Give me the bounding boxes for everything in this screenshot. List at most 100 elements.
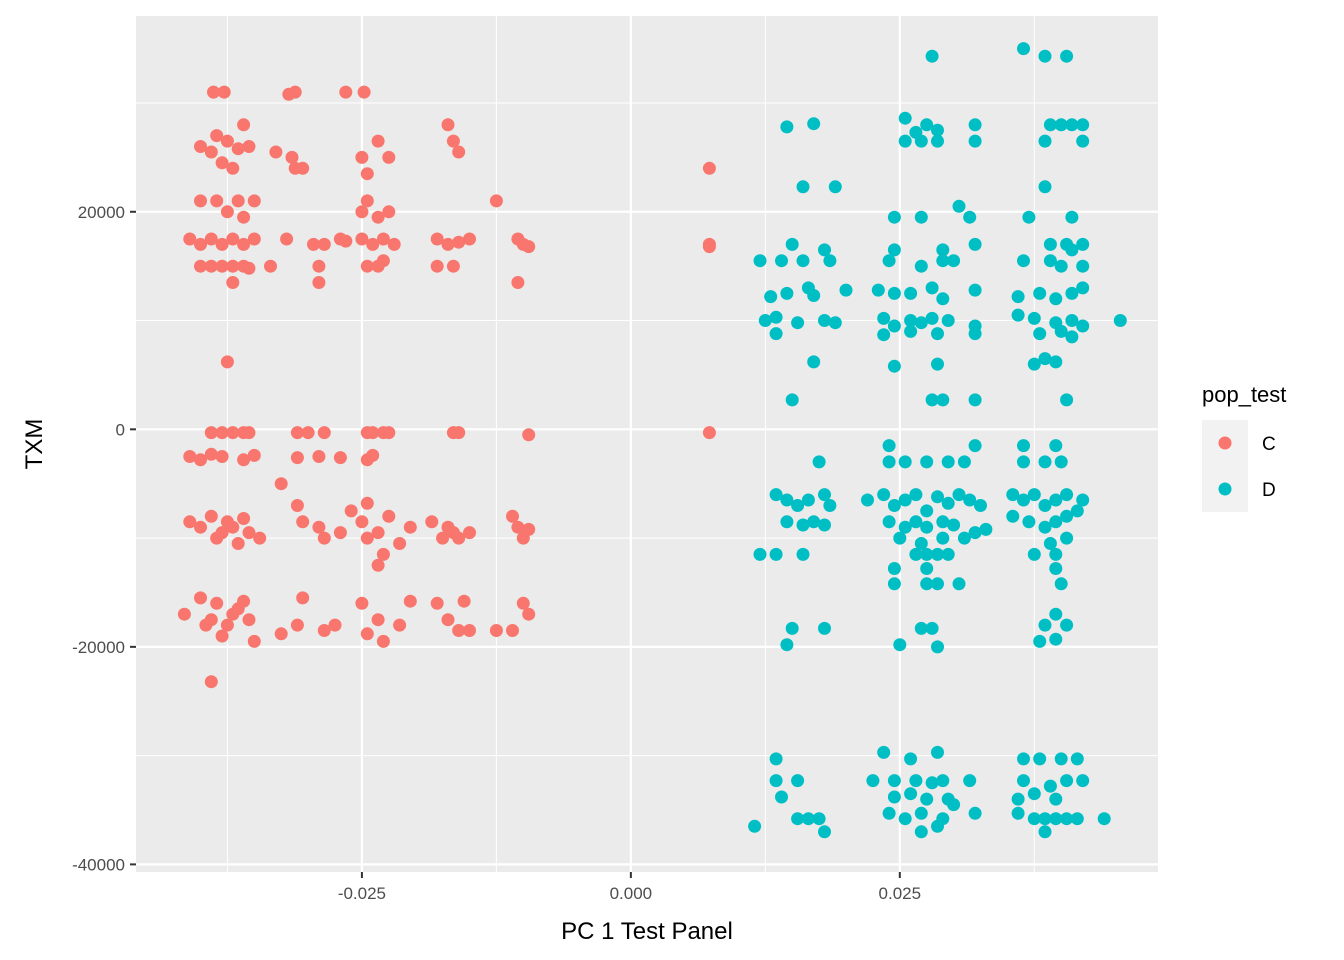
data-point-d	[936, 515, 950, 529]
data-point-d	[1060, 393, 1074, 407]
data-point-c	[489, 194, 503, 208]
data-point-c	[317, 237, 331, 251]
data-point-d	[904, 286, 918, 300]
data-point-d	[898, 134, 912, 148]
data-point-c	[360, 167, 374, 181]
y-axis: -40000 -20000 0 20000	[72, 203, 136, 874]
data-point-c	[430, 259, 444, 273]
data-point-d	[801, 812, 815, 826]
data-point-d	[1038, 134, 1052, 148]
data-point-c	[376, 547, 390, 561]
data-point-d	[780, 515, 794, 529]
data-point-d	[775, 254, 788, 268]
data-point-d	[925, 311, 939, 325]
data-point-c	[237, 594, 251, 608]
data-point-c	[226, 232, 240, 246]
data-point-d	[909, 515, 923, 529]
data-point-c	[207, 85, 220, 99]
data-point-d	[882, 455, 896, 469]
data-point-d	[931, 490, 944, 504]
data-point-c	[242, 426, 256, 440]
data-point-d	[914, 316, 928, 330]
data-point-d	[1049, 439, 1063, 453]
data-point-d	[807, 117, 821, 131]
data-point-d	[887, 319, 901, 333]
data-point-d	[968, 237, 982, 251]
data-point-d	[898, 812, 912, 826]
data-point-c	[333, 526, 347, 540]
data-point-d	[968, 806, 982, 820]
data-point-c	[382, 426, 396, 440]
data-point-d	[1060, 49, 1074, 63]
data-point-d	[914, 134, 928, 148]
data-point-c	[371, 558, 385, 572]
data-point-c	[204, 613, 218, 627]
data-point-d	[1049, 515, 1063, 529]
data-point-c	[210, 194, 224, 208]
data-point-d	[769, 488, 783, 502]
data-point-d	[882, 439, 896, 453]
data-point-d	[1017, 254, 1030, 268]
data-point-c	[317, 531, 331, 545]
data-point-c	[376, 254, 390, 268]
data-point-c	[452, 624, 466, 637]
data-point-d	[748, 819, 762, 833]
data-point-d	[1022, 515, 1036, 529]
data-point-c	[220, 618, 234, 632]
data-point-d	[882, 515, 896, 529]
data-point-c	[452, 235, 466, 249]
data-point-d	[780, 638, 794, 652]
data-point-d	[931, 577, 944, 591]
data-point-c	[226, 259, 240, 273]
data-point-d	[1076, 493, 1090, 507]
data-point-d	[769, 774, 783, 788]
data-point-d	[769, 752, 783, 766]
data-point-c	[269, 145, 283, 159]
data-point-d	[769, 327, 783, 341]
data-point-c	[237, 512, 251, 525]
data-point-d	[1076, 118, 1090, 132]
data-point-d	[1033, 634, 1047, 648]
data-point-d	[1027, 547, 1041, 561]
data-point-c	[215, 526, 229, 540]
data-point-d	[758, 314, 772, 327]
data-point-d	[877, 328, 891, 342]
data-point-d	[1033, 752, 1047, 766]
data-point-d	[861, 493, 874, 507]
data-point-c	[430, 596, 444, 610]
data-point-d	[1113, 314, 1127, 327]
legend-key-c	[1218, 436, 1232, 450]
data-point-d	[898, 111, 912, 125]
data-point-d	[818, 825, 831, 839]
x-tick-label: 0.025	[879, 884, 922, 903]
data-point-d	[823, 254, 837, 268]
data-point-d	[936, 243, 950, 257]
data-point-d	[1049, 292, 1063, 306]
data-point-c	[366, 448, 380, 462]
data-point-d	[1011, 290, 1025, 304]
data-point-d	[877, 745, 891, 759]
series-c	[177, 85, 716, 689]
data-point-d	[775, 790, 788, 804]
data-point-c	[237, 210, 251, 224]
grid-minor	[136, 16, 1158, 872]
data-point-d	[936, 393, 950, 407]
data-point-c	[355, 150, 369, 164]
data-point-c	[231, 194, 245, 208]
data-point-c	[511, 520, 525, 534]
data-point-d	[952, 199, 966, 213]
data-point-d	[920, 455, 934, 469]
data-point-c	[183, 515, 197, 529]
data-point-d	[968, 439, 982, 453]
data-point-d	[1038, 812, 1052, 826]
data-point-d	[952, 488, 966, 502]
data-point-c	[702, 426, 716, 440]
data-point-d	[936, 292, 950, 306]
data-point-d	[1070, 752, 1084, 766]
data-point-d	[974, 499, 987, 512]
data-point-c	[274, 477, 288, 491]
data-point-d	[828, 180, 842, 194]
data-point-d	[1065, 210, 1079, 224]
data-point-d	[1017, 752, 1030, 766]
data-point-c	[194, 259, 207, 273]
